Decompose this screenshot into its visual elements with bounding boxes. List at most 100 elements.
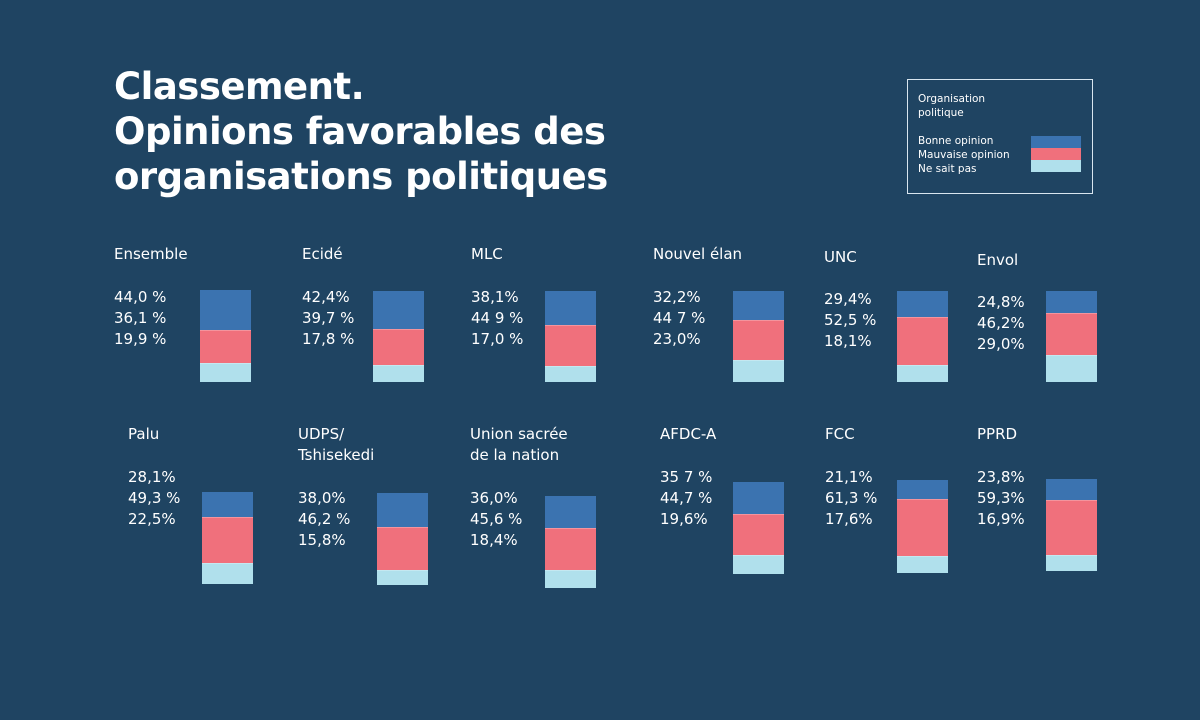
data-label: 42,4% bbox=[302, 288, 350, 306]
data-label: 44,7 % bbox=[660, 489, 713, 507]
stacked-bar bbox=[1046, 479, 1097, 571]
bar-segment-nsp bbox=[733, 555, 784, 574]
data-label: 19,9 % bbox=[114, 330, 167, 348]
stacked-bar bbox=[373, 291, 424, 382]
panel-values: 38,0% 46,2 % 15,8% bbox=[298, 488, 350, 551]
legend-swatches bbox=[1031, 136, 1081, 172]
bar-segment-bonne bbox=[545, 496, 596, 529]
bar-segment-mauvaise bbox=[202, 517, 253, 563]
legend-item-bonne: Bonne opinion bbox=[918, 135, 994, 147]
panel-label: Union sacrée de la nation bbox=[470, 425, 568, 464]
data-label: 21,1% bbox=[825, 468, 873, 486]
data-label: 29,4% bbox=[824, 290, 872, 308]
data-label: 61,3 % bbox=[825, 489, 878, 507]
bar-segment-nsp bbox=[897, 364, 948, 382]
panel-values: 28,1% 49,3 % 22,5% bbox=[128, 467, 180, 530]
stacked-bar bbox=[545, 291, 596, 382]
data-label: 36,0% bbox=[470, 489, 518, 507]
legend-item-nsp: Ne sait pas bbox=[918, 163, 977, 175]
data-label: 19,6% bbox=[660, 510, 708, 528]
data-label: 35 7 % bbox=[660, 468, 713, 486]
bar-segment-mauvaise bbox=[897, 317, 948, 365]
panel-values: 32,2% 44 7 % 23,0% bbox=[653, 287, 705, 350]
data-label: 32,2% bbox=[653, 288, 701, 306]
data-label: 52,5 % bbox=[824, 311, 877, 329]
bar-segment-nsp bbox=[897, 555, 948, 573]
data-label: 39,7 % bbox=[302, 309, 355, 327]
panel-label: Ecidé bbox=[302, 245, 343, 263]
bar-segment-bonne bbox=[1046, 291, 1097, 314]
bar-segment-nsp bbox=[1046, 355, 1097, 382]
data-label: 17,0 % bbox=[471, 330, 524, 348]
bar-segment-mauvaise bbox=[545, 528, 596, 571]
bar-segment-bonne bbox=[1046, 479, 1097, 501]
bar-segment-bonne bbox=[200, 290, 251, 330]
legend-swatch-mauvaise bbox=[1031, 148, 1081, 160]
panel-label: Ensemble bbox=[114, 245, 188, 263]
panel-values: 29,4% 52,5 % 18,1% bbox=[824, 289, 876, 352]
stacked-bar bbox=[897, 480, 948, 573]
bar-segment-bonne bbox=[897, 480, 948, 500]
stacked-bar bbox=[377, 493, 428, 585]
legend-swatch-nsp bbox=[1031, 160, 1081, 172]
bar-segment-mauvaise bbox=[200, 329, 251, 364]
title-line: organisations politiques bbox=[114, 155, 608, 198]
panel-values: 23,8% 59,3% 16,9% bbox=[977, 467, 1025, 530]
data-label: 46,2% bbox=[977, 314, 1025, 332]
bar-segment-bonne bbox=[373, 291, 424, 329]
data-label: 22,5% bbox=[128, 510, 176, 528]
bar-segment-nsp bbox=[200, 363, 251, 382]
data-label: 17,6% bbox=[825, 510, 873, 528]
stacked-bar bbox=[545, 496, 596, 588]
bar-segment-nsp bbox=[373, 365, 424, 382]
bar-segment-mauvaise bbox=[373, 328, 424, 366]
page-title: Classement. Opinions favorables des orga… bbox=[114, 64, 608, 199]
panel-label: Envol bbox=[977, 251, 1019, 269]
stacked-bar bbox=[202, 492, 253, 584]
legend-title: Organisation politique bbox=[918, 93, 986, 119]
bar-segment-bonne bbox=[897, 291, 948, 318]
panel-values: 36,0% 45,6 % 18,4% bbox=[470, 488, 522, 551]
data-label: 15,8% bbox=[298, 531, 346, 549]
bar-segment-nsp bbox=[545, 365, 596, 382]
data-label: 23,8% bbox=[977, 468, 1025, 486]
data-label: 38,1% bbox=[471, 288, 519, 306]
panel-values: 35 7 % 44,7 % 19,6% bbox=[660, 467, 712, 530]
panel-values: 24,8% 46,2% 29,0% bbox=[977, 292, 1025, 355]
legend: Organisation politique Bonne opinion Mau… bbox=[907, 79, 1093, 194]
data-label: 45,6 % bbox=[470, 510, 523, 528]
stacked-bar bbox=[733, 291, 784, 382]
bar-segment-bonne bbox=[377, 493, 428, 528]
bar-segment-bonne bbox=[202, 492, 253, 518]
title-line: Classement. bbox=[114, 65, 365, 108]
stacked-bar bbox=[897, 291, 948, 382]
bar-segment-bonne bbox=[733, 291, 784, 320]
data-label: 38,0% bbox=[298, 489, 346, 507]
stacked-bar bbox=[1046, 291, 1097, 382]
panel-label: FCC bbox=[825, 425, 855, 443]
data-label: 17,8 % bbox=[302, 330, 355, 348]
data-label: 46,2 % bbox=[298, 510, 351, 528]
legend-swatch-bonne bbox=[1031, 136, 1081, 148]
bar-segment-mauvaise bbox=[897, 499, 948, 556]
bar-segment-mauvaise bbox=[377, 527, 428, 570]
title-line: Opinions favorables des bbox=[114, 110, 606, 153]
data-label: 24,8% bbox=[977, 293, 1025, 311]
bar-segment-mauvaise bbox=[733, 514, 784, 556]
panel-values: 44,0 % 36,1 % 19,9 % bbox=[114, 287, 166, 350]
data-label: 16,9% bbox=[977, 510, 1025, 528]
stacked-bar bbox=[200, 290, 251, 382]
bar-segment-bonne bbox=[545, 291, 596, 325]
bar-segment-bonne bbox=[733, 482, 784, 515]
bar-segment-nsp bbox=[1046, 554, 1097, 571]
panel-values: 21,1% 61,3 % 17,6% bbox=[825, 467, 877, 530]
data-label: 18,1% bbox=[824, 332, 872, 350]
data-label: 23,0% bbox=[653, 330, 701, 348]
panel-label: Nouvel élan bbox=[653, 245, 743, 263]
data-label: 49,3 % bbox=[128, 489, 181, 507]
data-label: 18,4% bbox=[470, 531, 518, 549]
panel-label: PPRD bbox=[977, 425, 1018, 443]
bar-segment-nsp bbox=[377, 569, 428, 585]
data-label: 36,1 % bbox=[114, 309, 167, 327]
legend-item-mauvaise: Mauvaise opinion bbox=[918, 149, 1010, 161]
